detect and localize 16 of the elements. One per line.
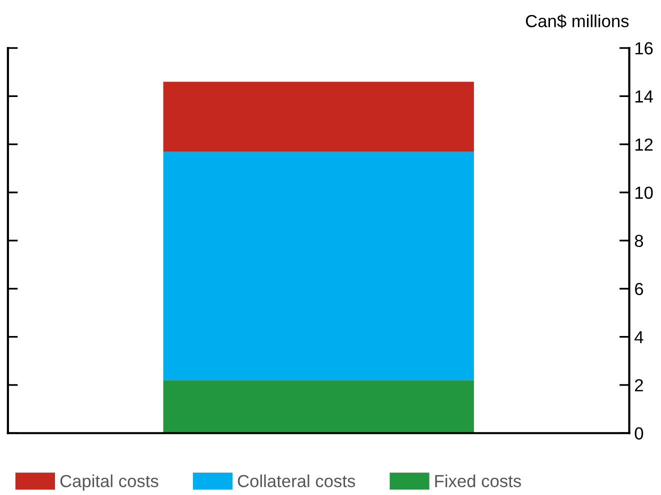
legend-label: Capital costs — [60, 474, 158, 491]
y-tick-label: 16 — [635, 42, 653, 54]
y-tick-label: 4 — [634, 331, 644, 344]
y-tick-label: 8 — [634, 234, 644, 248]
y-axis-title: Can$ millions — [526, 14, 629, 28]
y-tick-label: 14 — [635, 90, 653, 102]
legend-label: Collateral costs — [238, 474, 356, 488]
y-tick-label: 10 — [635, 186, 653, 199]
y-tick-label: 0 — [634, 427, 644, 440]
legend-label: Fixed costs — [435, 474, 521, 488]
bar — [163, 380, 474, 434]
y-tick-label: 12 — [635, 138, 653, 151]
bar — [163, 152, 474, 380]
y-tick-label: 6 — [635, 282, 644, 296]
bar — [163, 82, 474, 152]
y-tick-label: 2 — [635, 379, 643, 392]
